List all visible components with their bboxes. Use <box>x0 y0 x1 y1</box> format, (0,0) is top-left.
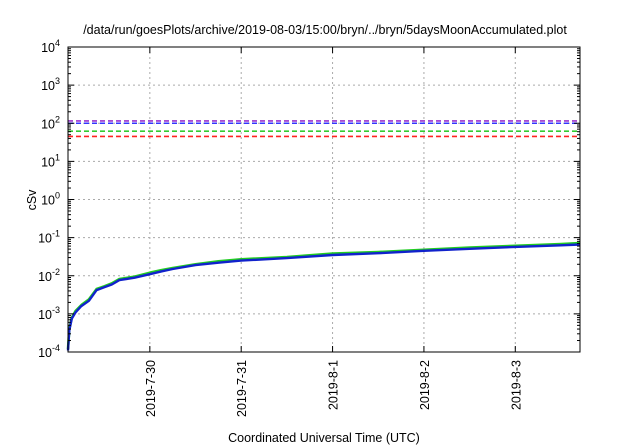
y-tick-label: 104 <box>41 38 60 55</box>
y-tick-label: 10-1 <box>38 229 60 246</box>
grid <box>68 47 580 352</box>
x-tick-label: 2019-7-31 <box>235 360 249 417</box>
x-tick-label: 2019-7-30 <box>144 360 158 417</box>
y-tick-label: 10-4 <box>38 343 60 360</box>
series-lines <box>66 241 581 351</box>
y-axis: 10-4 10-3 10-2 10-1 100 101 102 103 104 <box>38 38 580 360</box>
y-tick-label: 102 <box>41 114 60 131</box>
x-tick-label: 2019-8-1 <box>327 360 341 410</box>
x-axis: 2019-7-30 2019-7-31 2019-8-1 2019-8-2 2019-8… <box>144 47 523 417</box>
y-tick-label: 10-2 <box>38 267 60 284</box>
y-tick-label: 100 <box>41 191 60 208</box>
y-tick-label: 101 <box>41 152 60 169</box>
x-axis-label: Coordinated Universal Time (UTC) <box>228 431 420 445</box>
threshold-lines <box>68 120 580 138</box>
y-tick-label: 10-3 <box>38 305 60 322</box>
series-line <box>66 243 581 351</box>
x-tick-label: 2019-8-2 <box>418 360 432 410</box>
chart-title: /data/run/goesPlots/archive/2019-08-03/1… <box>83 23 567 37</box>
y-tick-label: 103 <box>41 76 60 93</box>
y-axis-label: cSv <box>25 189 39 211</box>
series-line <box>66 241 581 350</box>
x-tick-label: 2019-8-3 <box>509 360 523 410</box>
